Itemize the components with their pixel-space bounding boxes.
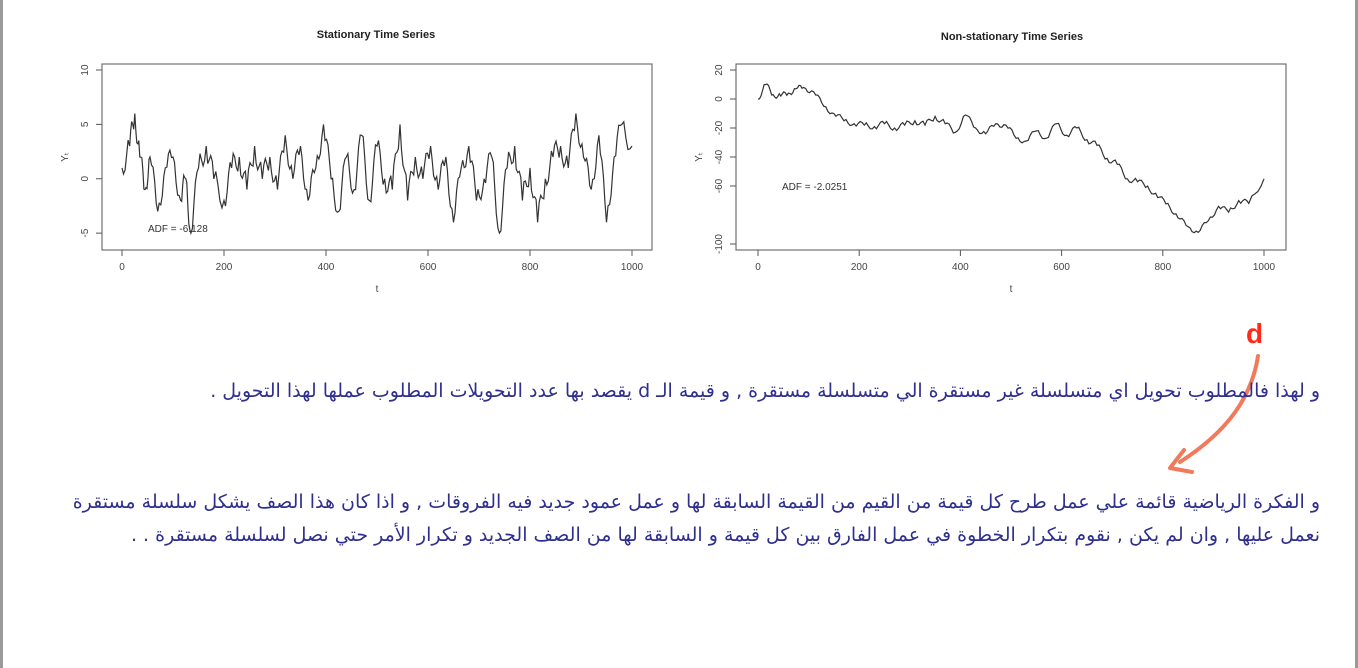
stationary-x-tick-label: 200 [216, 262, 233, 273]
stationary-y-tick-label: -5 [80, 228, 91, 237]
stationary-x-tick-label: 0 [119, 262, 125, 273]
non-stationary-y-tick-label: -40 [714, 149, 725, 164]
stationary-chart-title: Stationary Time Series [317, 29, 435, 41]
non-stationary-chart-title: Non-stationary Time Series [941, 31, 1083, 43]
stationary-y-axis-label: Yₜ [60, 152, 71, 162]
non-stationary-x-tick-label: 600 [1053, 262, 1070, 273]
stationary-y-tick-label: 5 [80, 121, 91, 127]
stationary-series-line [121, 113, 633, 236]
non-stationary-x-tick-label: 800 [1154, 262, 1171, 273]
non-stationary-x-tick-label: 400 [952, 262, 969, 273]
non-stationary-plot-frame [735, 63, 1287, 251]
non-stationary-y-tick-label: -60 [714, 178, 725, 193]
stationary-x-tick-label: 800 [522, 262, 539, 273]
non-stationary-x-tick-label: 200 [851, 262, 868, 273]
stationary-plot-frame [101, 63, 653, 251]
stationary-y-tick-label: 10 [80, 64, 91, 76]
non-stationary-chart: Non-stationary Time Series 0 200 400 600 800 1… [690, 20, 1310, 315]
non-stationary-x-tick-label: 0 [755, 262, 761, 273]
paragraph-differencing-method: و الفكرة الرياضية قائمة علي عمل طرح كل ق… [72, 491, 1320, 546]
stationary-chart: Stationary Time Series 0 200 400 600 800 1000 -… [40, 20, 670, 315]
non-stationary-adf-annotation: ADF = -2.0251 [782, 182, 848, 193]
non-stationary-x-tick-label: 1000 [1253, 262, 1276, 273]
non-stationary-series-line [757, 83, 1265, 234]
non-stationary-y-tick-label: -100 [714, 234, 725, 254]
stationary-x-tick-label: 1000 [621, 262, 644, 273]
stationary-y-tick-label: 0 [80, 176, 91, 182]
non-stationary-y-tick-label: 20 [714, 64, 725, 76]
window-frame-left [0, 0, 3, 668]
non-stationary-y-tick-label: -20 [714, 120, 725, 135]
stationary-x-axis-label: t [376, 284, 379, 295]
stationary-adf-annotation: ADF = -6.128 [148, 224, 208, 235]
d-marker-label: d [1246, 318, 1264, 349]
non-stationary-x-axis-label: t [1010, 284, 1013, 295]
paragraph-differencing-goal: و لهذا فالمطلوب تحويل اي متسلسلة غير مست… [210, 380, 1320, 402]
stationary-chart-svg: Stationary Time Series 0 200 400 600 800 1000 -… [60, 29, 653, 295]
stationary-x-tick-label: 600 [420, 262, 437, 273]
hand-drawn-arrow-head [1168, 448, 1194, 474]
stationary-x-tick-label: 400 [318, 262, 335, 273]
non-stationary-y-tick-label: 0 [714, 96, 725, 102]
window-frame-right [1355, 0, 1358, 668]
non-stationary-y-axis-label: Yₜ [694, 152, 705, 162]
hand-drawn-arrow-stroke [1178, 354, 1260, 464]
